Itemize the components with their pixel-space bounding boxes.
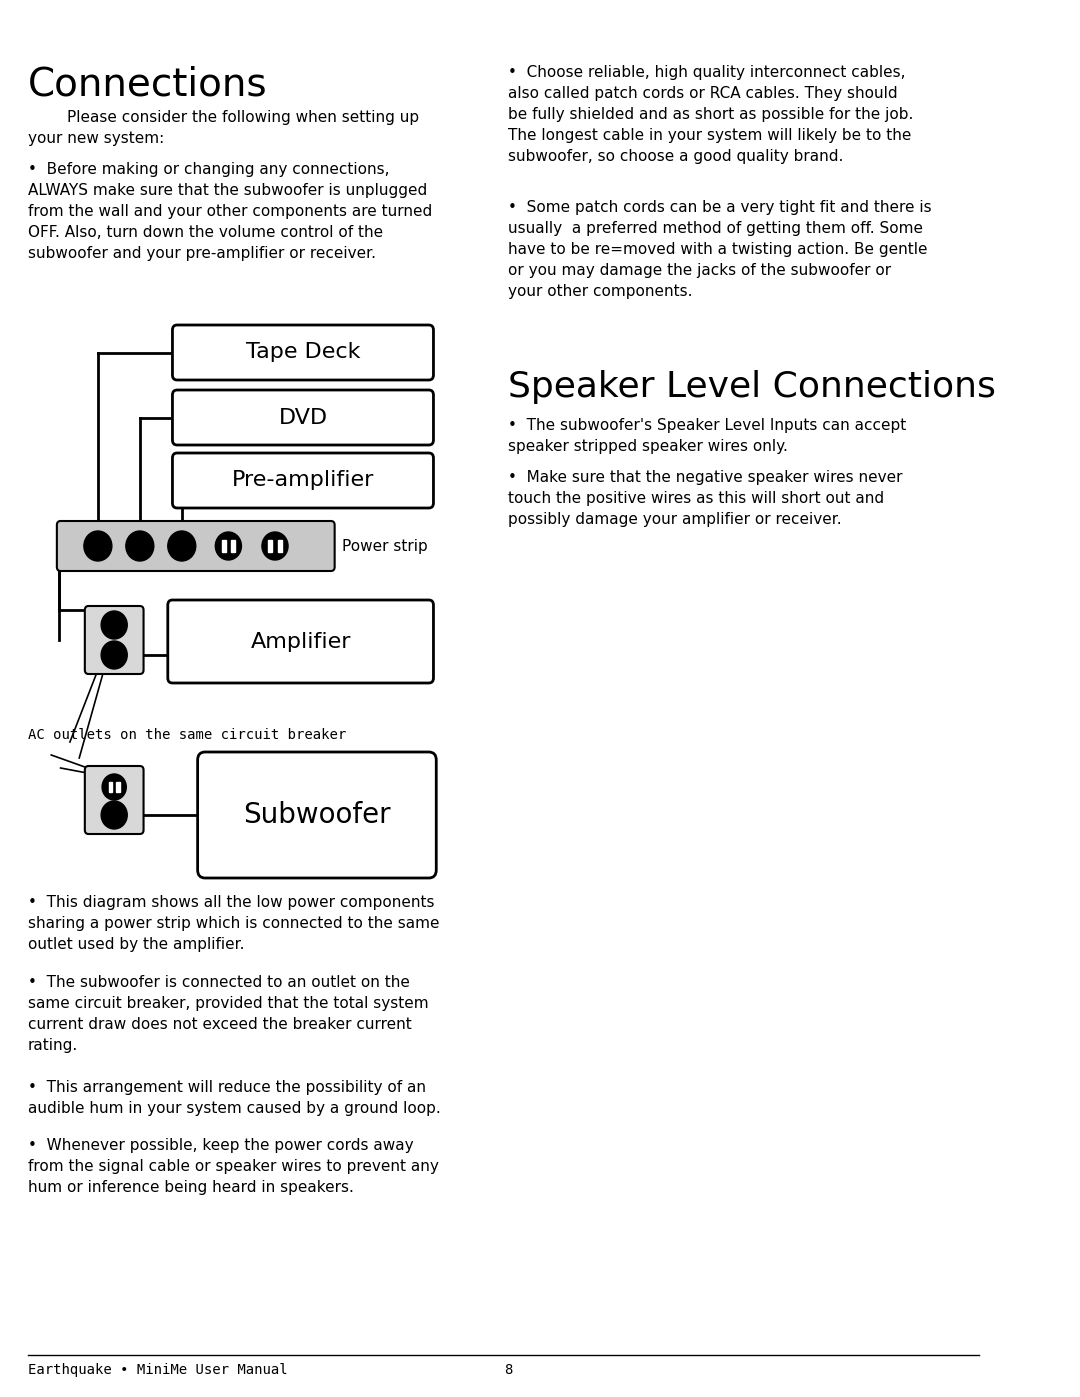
FancyBboxPatch shape <box>173 453 433 509</box>
Text: •  Choose reliable, high quality interconnect cables,
also called patch cords or: • Choose reliable, high quality intercon… <box>508 66 914 163</box>
Text: DVD: DVD <box>279 408 327 427</box>
Bar <box>269 541 272 552</box>
FancyBboxPatch shape <box>85 766 144 834</box>
Text: •  Make sure that the negative speaker wires never
touch the positive wires as t: • Make sure that the negative speaker wi… <box>508 469 903 527</box>
Bar <box>278 541 282 552</box>
Text: Please consider the following when setting up
your new system:: Please consider the following when setti… <box>28 110 419 147</box>
Text: Tape Deck: Tape Deck <box>246 342 361 362</box>
Text: •  Whenever possible, keep the power cords away
from the signal cable or speaker: • Whenever possible, keep the power cord… <box>28 1139 438 1194</box>
Circle shape <box>102 641 127 669</box>
Circle shape <box>215 532 242 560</box>
Circle shape <box>103 774 126 800</box>
Bar <box>221 541 226 552</box>
Text: Subwoofer: Subwoofer <box>243 800 391 828</box>
Circle shape <box>102 800 127 828</box>
Circle shape <box>167 531 195 562</box>
Text: Power strip: Power strip <box>342 538 428 553</box>
Text: Earthquake • MiniMe User Manual: Earthquake • MiniMe User Manual <box>28 1363 287 1377</box>
Text: •  Before making or changing any connections,
ALWAYS make sure that the subwoofe: • Before making or changing any connecti… <box>28 162 432 261</box>
Circle shape <box>102 610 127 638</box>
Circle shape <box>126 531 153 562</box>
Text: Connections: Connections <box>28 66 268 103</box>
Text: •  The subwoofer's Speaker Level Inputs can accept
speaker stripped speaker wire: • The subwoofer's Speaker Level Inputs c… <box>508 418 906 454</box>
Text: Pre-amplifier: Pre-amplifier <box>232 471 374 490</box>
Text: •  This diagram shows all the low power components
sharing a power strip which i: • This diagram shows all the low power c… <box>28 895 440 951</box>
Text: 8: 8 <box>504 1363 512 1377</box>
Bar <box>231 541 235 552</box>
FancyBboxPatch shape <box>198 752 436 877</box>
Text: Amplifier: Amplifier <box>251 631 351 651</box>
Bar <box>109 782 112 792</box>
Text: •  This arrangement will reduce the possibility of an
audible hum in your system: • This arrangement will reduce the possi… <box>28 1080 441 1116</box>
Text: Speaker Level Connections: Speaker Level Connections <box>508 370 996 404</box>
FancyBboxPatch shape <box>167 599 433 683</box>
FancyBboxPatch shape <box>57 521 335 571</box>
FancyBboxPatch shape <box>85 606 144 673</box>
Circle shape <box>84 531 112 562</box>
Text: •  The subwoofer is connected to an outlet on the
same circuit breaker, provided: • The subwoofer is connected to an outle… <box>28 975 429 1053</box>
Circle shape <box>262 532 288 560</box>
Text: •  Some patch cords can be a very tight fit and there is
usually  a preferred me: • Some patch cords can be a very tight f… <box>508 200 932 299</box>
FancyBboxPatch shape <box>173 390 433 446</box>
Text: AC outlets on the same circuit breaker: AC outlets on the same circuit breaker <box>28 728 347 742</box>
FancyBboxPatch shape <box>173 326 433 380</box>
Bar <box>116 782 120 792</box>
